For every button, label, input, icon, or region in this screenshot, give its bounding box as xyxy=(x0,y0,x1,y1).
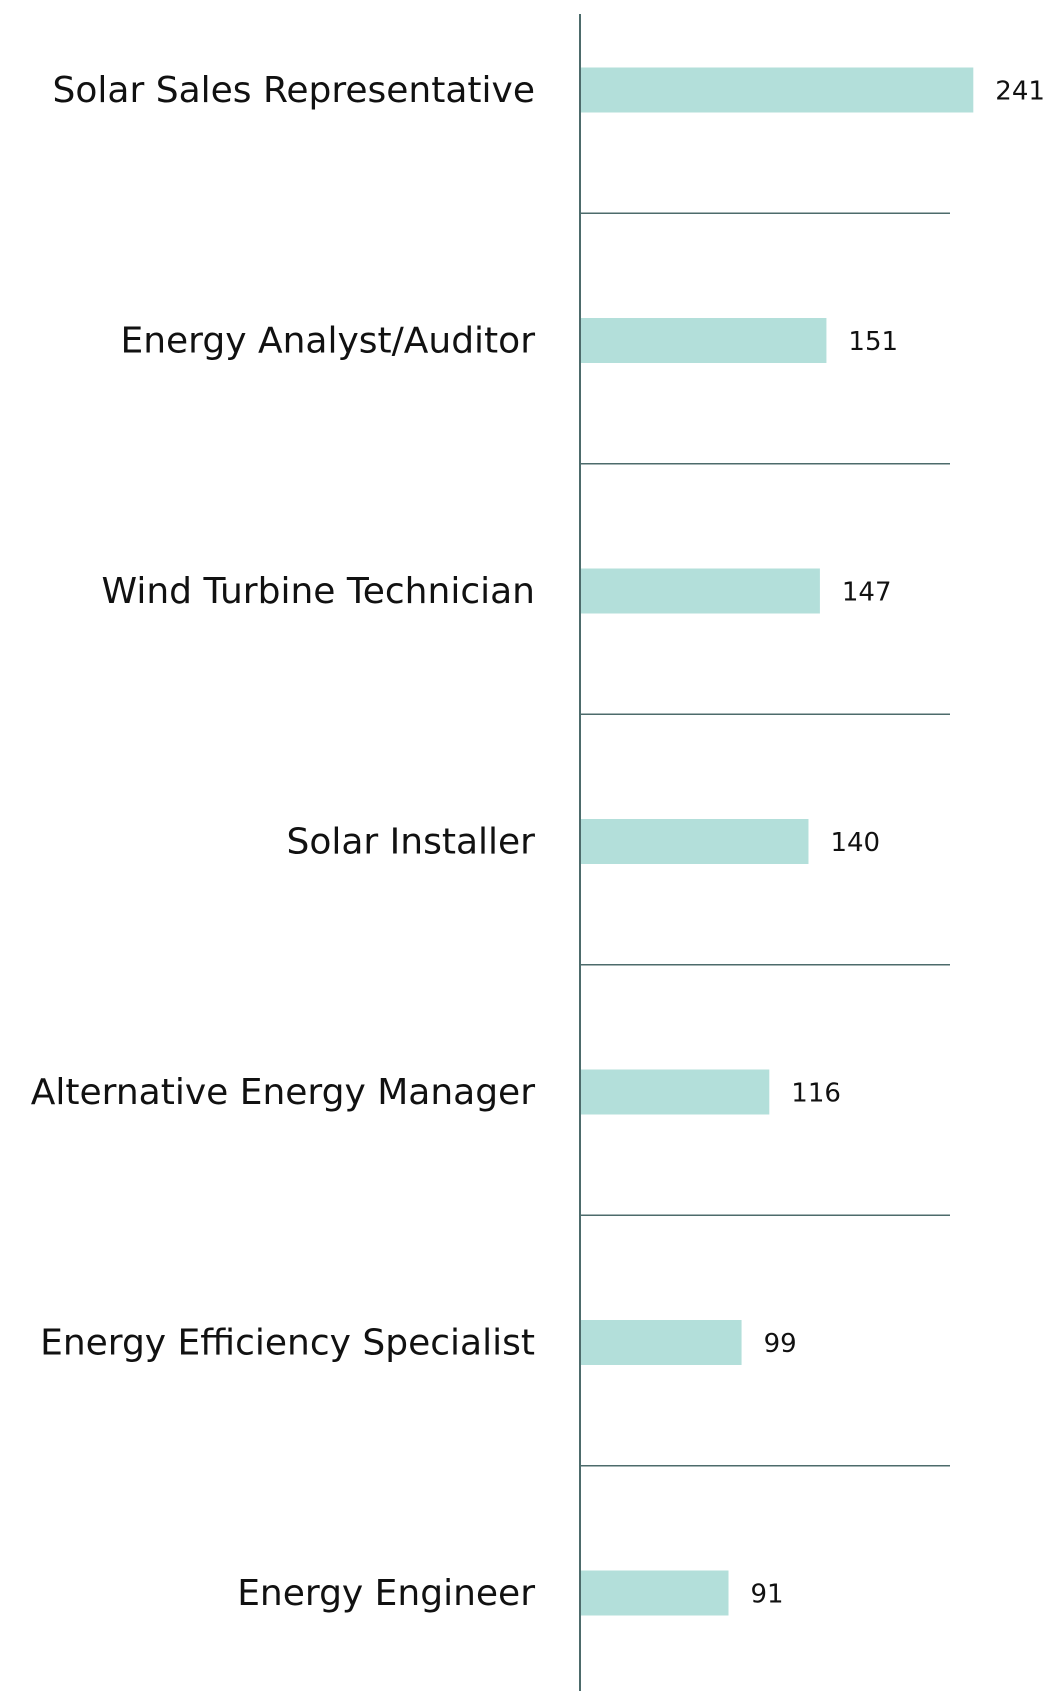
category-label: Wind Turbine Technician xyxy=(102,571,535,612)
category-label: Energy Efficiency Specialist xyxy=(40,1323,535,1364)
value-label: 151 xyxy=(848,327,898,357)
bar xyxy=(580,1570,729,1616)
value-label: 116 xyxy=(791,1079,841,1109)
bar xyxy=(580,67,974,113)
value-label: 140 xyxy=(830,828,880,858)
value-label: 99 xyxy=(764,1329,797,1359)
category-label: Solar Installer xyxy=(286,822,535,863)
value-label: 241 xyxy=(995,77,1045,107)
category-label: Energy Engineer xyxy=(237,1573,535,1614)
category-label: Solar Sales Representative xyxy=(53,70,535,111)
value-label: 147 xyxy=(842,578,892,608)
bar xyxy=(580,819,809,864)
value-label: 91 xyxy=(751,1580,784,1610)
bar xyxy=(580,1069,770,1115)
bar xyxy=(580,1320,742,1365)
category-label: Alternative Energy Manager xyxy=(31,1072,535,1113)
bar xyxy=(580,318,827,363)
category-label: Energy Analyst/Auditor xyxy=(120,321,535,362)
bar xyxy=(580,568,820,614)
